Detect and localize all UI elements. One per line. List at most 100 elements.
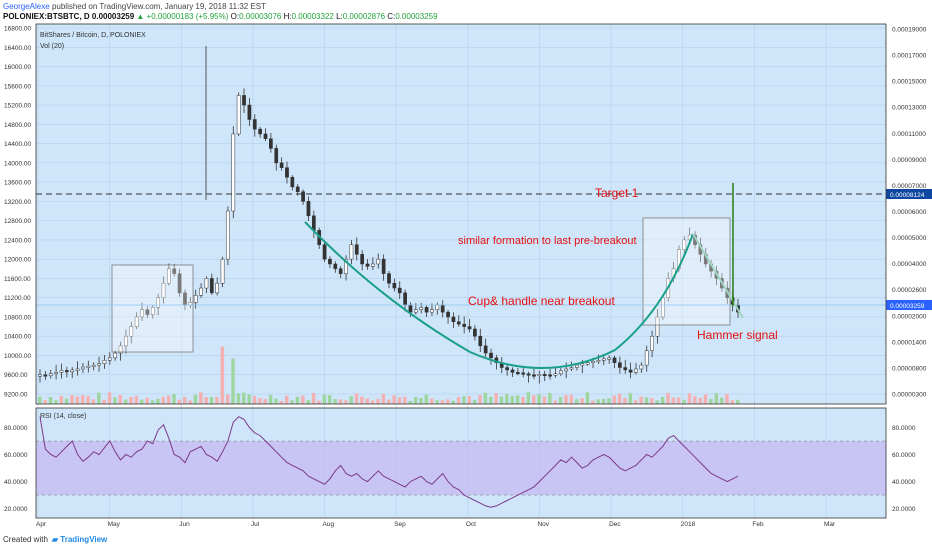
volume-bar	[284, 395, 289, 404]
volume-bar	[301, 395, 305, 404]
volume-bar	[381, 393, 386, 404]
candle-body	[177, 273, 182, 294]
candle-body	[145, 309, 150, 315]
candle-body	[397, 287, 402, 294]
candle-body	[107, 357, 112, 361]
candle-body	[521, 372, 526, 375]
rsi-left-tick-label: 80.0000	[4, 425, 28, 432]
tradingview-logo[interactable]: ▰ TradingView	[51, 535, 108, 544]
volume-bar	[639, 396, 643, 404]
left-tick-label: 9600.00	[4, 372, 28, 379]
left-tick-label: 11200.00	[4, 295, 31, 302]
volume-bar	[574, 399, 579, 404]
candle-body	[59, 370, 64, 373]
volume-bar	[150, 400, 155, 404]
volume-bar	[182, 396, 187, 404]
last-price-tag	[886, 300, 932, 310]
chart-subtitle: Vol (20)	[40, 43, 64, 50]
volume-bar	[263, 399, 268, 404]
formation-box-1	[111, 264, 194, 353]
volume-bar	[295, 396, 300, 404]
candle-body	[473, 328, 477, 337]
right-tick-label: 0.00019000	[892, 27, 927, 34]
volume-bar	[403, 396, 407, 404]
volume-bar	[564, 395, 568, 404]
volume-bar	[172, 394, 176, 404]
volume-bar	[601, 398, 606, 404]
candle-body	[591, 361, 595, 364]
x-tick-label: Feb	[752, 521, 764, 528]
annotation-label: Target 1	[595, 186, 639, 200]
volume-bar	[360, 396, 364, 404]
x-tick-label: Sep	[394, 521, 406, 528]
candle-body	[140, 309, 144, 318]
volume-bar	[134, 396, 139, 404]
candle-body	[311, 215, 316, 231]
volume-bar	[612, 395, 617, 404]
candle-body	[365, 263, 370, 267]
candle-body	[655, 316, 660, 337]
candle-body	[634, 368, 638, 373]
candle-body	[489, 352, 493, 359]
candle-body	[381, 258, 386, 274]
candle-body	[199, 287, 203, 296]
volume-bar	[188, 400, 192, 404]
volume-bar	[102, 399, 106, 404]
candle-body	[81, 366, 85, 370]
volume-bar	[236, 393, 241, 404]
candle-body	[430, 309, 434, 313]
candle-body	[349, 244, 354, 260]
volume-bar	[54, 400, 58, 404]
candle-body	[215, 282, 220, 294]
volume-bar	[499, 396, 504, 404]
candle-body	[113, 352, 118, 359]
candle-body	[644, 350, 649, 366]
x-tick-label: Dec	[609, 521, 621, 528]
left-tick-label: 15600.00	[4, 83, 31, 90]
left-tick-label: 14400.00	[4, 141, 31, 148]
candle-body	[623, 367, 628, 371]
volume-bar	[531, 395, 536, 404]
volume-bar	[542, 396, 547, 404]
candle-body	[553, 373, 558, 376]
volume-bar	[231, 358, 235, 404]
candle-body	[54, 372, 58, 375]
volume-bar	[413, 396, 418, 404]
candle-body	[446, 311, 450, 318]
right-tick-label: 0.00011000	[892, 131, 926, 138]
volume-bar	[290, 400, 294, 404]
left-tick-label: 11600.00	[4, 276, 31, 283]
left-tick-label: 13200.00	[4, 199, 31, 206]
candle-body	[569, 367, 574, 370]
candle-body	[387, 273, 391, 284]
volume-bar	[440, 400, 445, 404]
volume-bar	[129, 396, 133, 404]
volume-bar	[725, 393, 729, 404]
candle-body	[682, 239, 687, 250]
volume-bar	[424, 394, 429, 404]
volume-bar	[703, 394, 708, 404]
x-tick-label: May	[108, 521, 121, 528]
candle-body	[628, 369, 633, 373]
candle-body	[38, 374, 42, 377]
volume-bar	[344, 400, 348, 404]
x-tick-label: Jun	[179, 521, 190, 528]
volume-bar	[666, 392, 670, 404]
candle-body	[585, 362, 590, 365]
volume-bar	[644, 397, 649, 404]
candle-body	[413, 309, 418, 313]
candle-body	[424, 307, 429, 313]
volume-bar	[693, 396, 697, 404]
candle-body	[247, 104, 252, 120]
x-tick-label: Apr	[36, 521, 47, 528]
candle-body	[242, 95, 246, 106]
left-tick-label: 10000.00	[4, 353, 31, 360]
volume-bar	[709, 398, 713, 404]
volume-bar	[655, 400, 659, 404]
volume-bar	[478, 395, 482, 404]
candle-body	[64, 370, 69, 373]
rsi-right-tick-label: 80.0000	[892, 425, 916, 432]
author-name[interactable]: GeorgeAlexe	[3, 2, 50, 11]
volume-bar	[628, 392, 633, 404]
